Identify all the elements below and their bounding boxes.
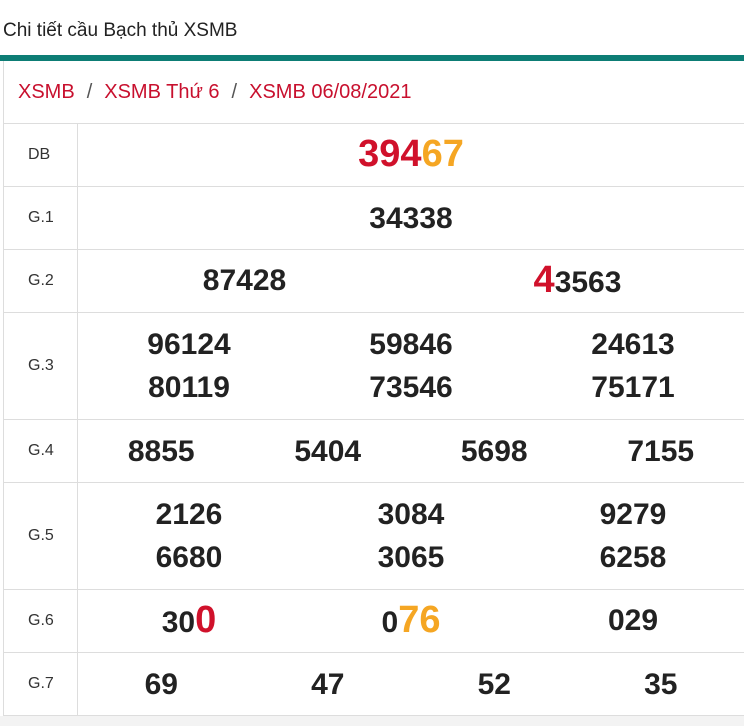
number: 96124 <box>78 326 300 363</box>
number-part: 394 <box>358 133 421 175</box>
number-part: 0 <box>382 606 399 639</box>
prize-label: G.7 <box>4 653 78 715</box>
number: 3084 <box>300 496 522 533</box>
prize-label: G.1 <box>4 187 78 249</box>
page-title: Chi tiết cầu Bạch thủ XSMB <box>3 20 237 42</box>
number: 6680 <box>78 539 300 576</box>
number-part: 30 <box>162 606 195 639</box>
prize-label: G.4 <box>4 420 78 482</box>
number-part: 67 <box>422 133 464 175</box>
number: 2126 <box>78 496 300 533</box>
number: 029 <box>522 602 744 641</box>
number: 34338 <box>78 200 744 237</box>
number: 73546 <box>300 369 522 406</box>
number: 24613 <box>522 326 744 363</box>
number: 59846 <box>300 326 522 363</box>
number: 9279 <box>522 496 744 533</box>
number: 47 <box>245 666 412 703</box>
breadcrumb-link[interactable]: XSMB 06/08/2021 <box>249 81 411 104</box>
number-part: 76 <box>398 599 440 641</box>
prize-label: G.6 <box>4 590 78 652</box>
prize-label: G.5 <box>4 483 78 589</box>
number: 7155 <box>578 433 744 470</box>
prize-label: G.2 <box>4 250 78 312</box>
number-part: 0 <box>195 599 216 641</box>
number: 80119 <box>78 369 300 406</box>
number: 69 <box>78 666 245 703</box>
breadcrumb: XSMB / XSMB Thứ 6 / XSMB 06/08/2021 <box>3 61 744 124</box>
number: 5404 <box>245 433 412 470</box>
breadcrumb-separator: / <box>232 81 238 104</box>
number: 076 <box>300 602 522 641</box>
number: 8855 <box>78 433 245 470</box>
prize-label: G.3 <box>4 313 78 419</box>
prize-numbers: 39467 <box>78 124 744 186</box>
number: 75171 <box>522 369 744 406</box>
number: 3065 <box>300 539 522 576</box>
header: Chi tiết cầu Bạch thủ XSMB <box>0 0 744 55</box>
number-part: 4 <box>534 259 555 301</box>
number: 52 <box>411 666 578 703</box>
breadcrumb-link[interactable]: XSMB <box>18 81 75 104</box>
number: 35 <box>578 666 744 703</box>
number: 43563 <box>411 262 744 301</box>
prize-label: DB <box>4 124 78 186</box>
prize-numbers: 34338 <box>78 187 744 249</box>
breadcrumb-separator: / <box>87 81 93 104</box>
number: 300 <box>78 602 300 641</box>
number: 5698 <box>411 433 578 470</box>
number: 39467 <box>78 136 744 175</box>
breadcrumb-link[interactable]: XSMB Thứ 6 <box>104 81 219 104</box>
number: 87428 <box>78 262 411 301</box>
number: 6258 <box>522 539 744 576</box>
number-part: 3563 <box>555 266 622 299</box>
